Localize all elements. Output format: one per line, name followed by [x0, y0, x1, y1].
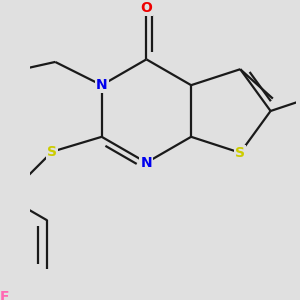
- Text: N: N: [141, 156, 152, 170]
- Text: O: O: [140, 1, 152, 15]
- Text: S: S: [235, 146, 245, 160]
- Text: S: S: [47, 145, 57, 159]
- Text: F: F: [0, 290, 10, 300]
- Text: N: N: [96, 78, 107, 92]
